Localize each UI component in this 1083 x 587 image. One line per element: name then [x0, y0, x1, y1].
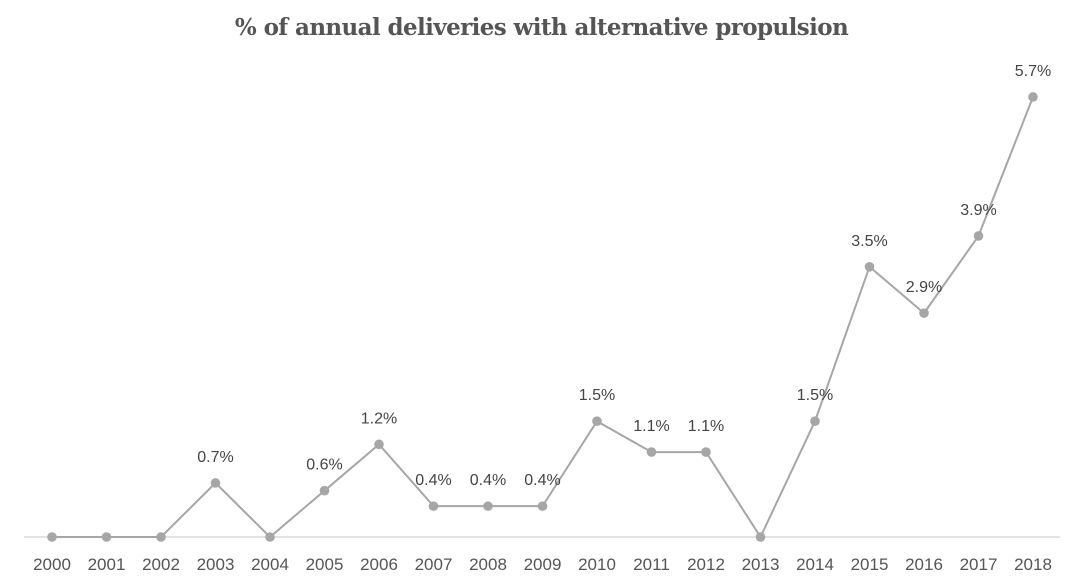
x-tick-label: 2003: [197, 555, 235, 574]
data-point: [1028, 92, 1038, 102]
x-tick-label: 2012: [687, 555, 725, 574]
data-point: [864, 262, 875, 272]
x-tick-label: 2005: [306, 555, 344, 574]
data-point: [592, 416, 602, 427]
data-point: [810, 416, 820, 427]
x-tick-label: 2008: [469, 555, 507, 574]
x-tick-label: 2001: [88, 555, 126, 574]
data-point: [755, 532, 766, 542]
x-tick-label: 2010: [578, 555, 616, 574]
data-label: 1.5%: [579, 387, 615, 404]
data-label: 1.5%: [797, 387, 833, 404]
data-label: 0.4%: [470, 472, 506, 489]
data-point: [919, 308, 929, 318]
data-point: [47, 532, 57, 542]
x-tick-label: 2007: [415, 555, 453, 574]
x-tick-label: 2002: [142, 555, 180, 574]
data-label: 2.9%: [906, 279, 942, 296]
data-label: 1.1%: [688, 418, 724, 435]
x-tick-label: 2009: [524, 555, 562, 574]
data-label: 3.9%: [960, 202, 996, 219]
data-point: [210, 478, 221, 488]
series-line: [52, 96, 1034, 538]
data-point: [483, 501, 493, 511]
data-point: [428, 501, 439, 511]
data-point: [101, 532, 112, 542]
x-tick-label: 2014: [796, 555, 834, 574]
chart-title: % of annual deliveries with alternative …: [234, 14, 849, 41]
x-tick-label: 2016: [905, 555, 943, 574]
data-label: 0.4%: [524, 472, 560, 489]
x-tick-label: 2006: [360, 555, 398, 574]
data-label: 1.1%: [633, 418, 669, 435]
data-label: 0.4%: [415, 472, 451, 489]
data-point: [537, 501, 548, 511]
data-point: [374, 439, 384, 450]
x-tick-label: 2017: [960, 555, 998, 574]
data-label: 1.2%: [361, 410, 397, 427]
data-label: 0.7%: [197, 449, 233, 466]
x-tick-label: 2018: [1014, 555, 1052, 574]
data-point: [973, 231, 984, 241]
data-label: 5.7%: [1015, 63, 1051, 80]
data-point: [265, 532, 275, 542]
data-point: [646, 447, 657, 457]
x-tick-label: 2013: [742, 555, 780, 574]
x-tick-label: 2000: [33, 555, 71, 574]
x-tick-label: 2004: [251, 555, 289, 574]
data-point: [156, 532, 166, 542]
data-label: 3.5%: [851, 233, 887, 250]
data-point: [319, 485, 330, 496]
x-tick-label: 2015: [851, 555, 889, 574]
data-point: [701, 447, 711, 457]
data-label: 0.6%: [306, 457, 342, 474]
x-tick-label: 2011: [633, 555, 670, 574]
